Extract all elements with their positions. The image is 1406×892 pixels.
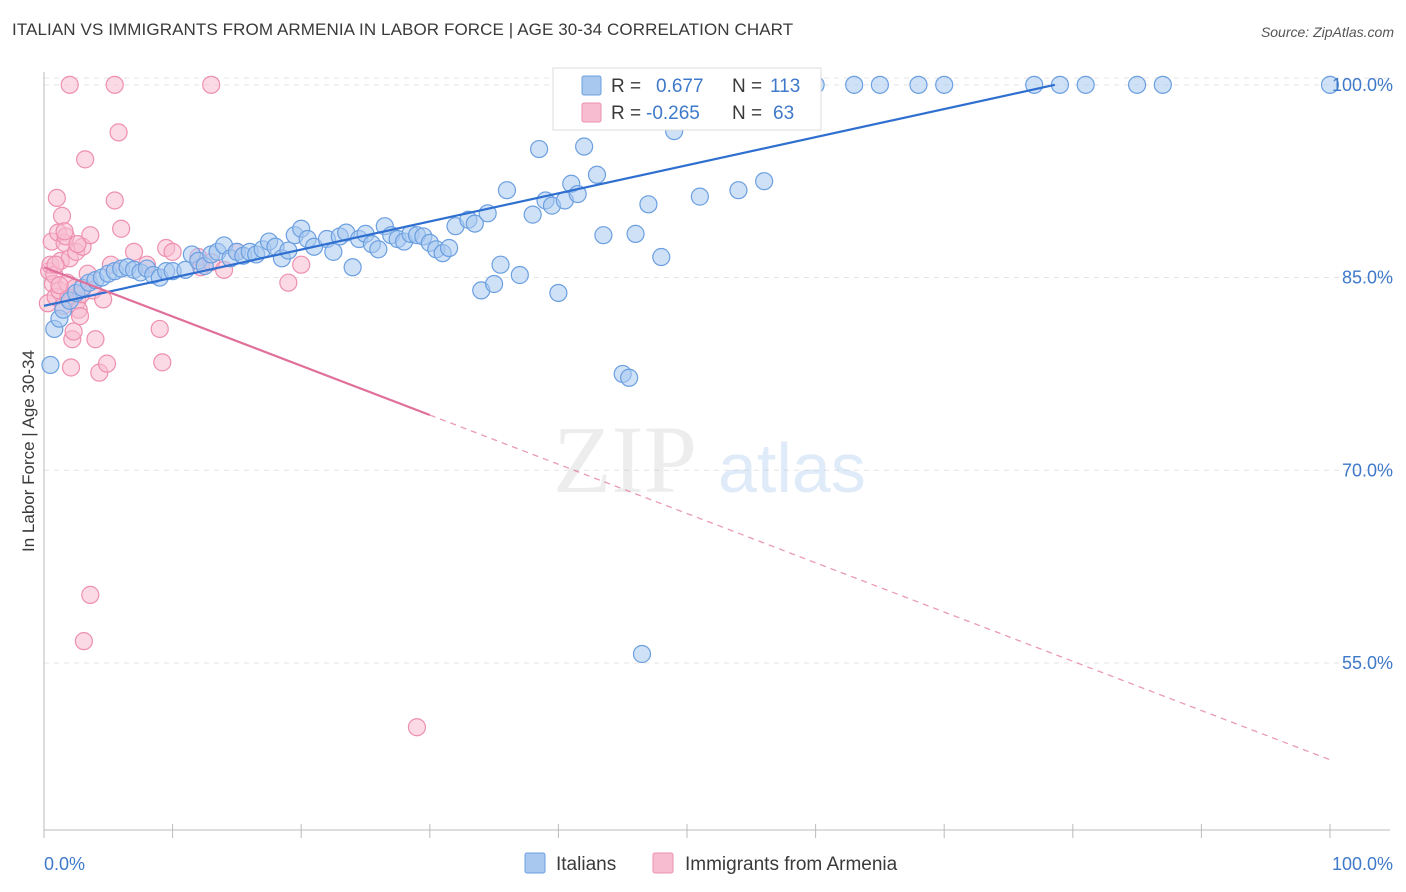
point-italians [465, 214, 484, 233]
point-italians [497, 181, 517, 200]
point-italians [909, 75, 928, 94]
watermark-zip: ZIP [553, 406, 697, 513]
trend-line-armenia-extrapolated [429, 414, 1331, 761]
point-armenia [50, 276, 69, 295]
point-italians [639, 195, 658, 214]
point-italians [845, 75, 864, 94]
point-italians [491, 255, 510, 274]
point-italians [652, 247, 671, 267]
x-tick-label-min: 0.0% [44, 854, 85, 874]
legend-r-label-1: R = [611, 76, 641, 97]
point-armenia [52, 206, 72, 225]
point-italians [523, 205, 542, 224]
legend-n-label-2: N = [732, 103, 762, 124]
point-armenia [60, 75, 79, 94]
point-armenia [153, 353, 172, 372]
point-armenia [86, 330, 105, 349]
point-armenia [109, 123, 128, 142]
point-armenia [61, 358, 81, 377]
point-italians [485, 274, 504, 294]
point-italians [1320, 75, 1340, 94]
legend-n-value-2: 63 [773, 103, 794, 124]
bottom-legend: Italians Immigrants from Armenia [524, 852, 898, 875]
point-italians [690, 187, 709, 206]
legend-n-value-1: 113 [770, 76, 800, 97]
point-armenia [70, 307, 90, 326]
point-armenia [407, 718, 427, 737]
label-layer: 100.0% 85.0% 70.0% 55.0% 0.0% 100.0% In Labor … [19, 75, 1393, 874]
point-italians [41, 355, 60, 375]
point-italians [1076, 75, 1095, 94]
point-italians [530, 139, 549, 159]
point-armenia [64, 322, 83, 341]
point-armenia [105, 191, 124, 210]
point-armenia [163, 242, 182, 261]
legend-swatch-armenia [581, 102, 602, 123]
top-legend: R = 0.677 N = 113 R = -0.265 N = 63 [552, 67, 822, 131]
point-armenia [81, 585, 100, 604]
trend-line-italians [43, 83, 1056, 307]
point-armenia [74, 632, 93, 651]
bottom-legend-swatch-armenia [652, 852, 674, 874]
point-armenia [150, 319, 169, 339]
point-italians [324, 242, 343, 261]
point-italians [755, 172, 774, 191]
y-tick-label: 85.0% [1342, 268, 1393, 288]
point-italians [549, 283, 568, 303]
point-italians [594, 226, 613, 245]
point-armenia [112, 219, 131, 238]
point-armenia [81, 226, 100, 245]
point-armenia [292, 255, 311, 274]
bottom-legend-swatch-italians [524, 852, 546, 874]
point-italians [1153, 75, 1172, 94]
watermark: ZIP atlas [553, 406, 866, 513]
point-armenia [68, 235, 87, 254]
point-italians [1127, 75, 1147, 94]
point-italians [343, 258, 362, 277]
y-tick-label: 70.0% [1342, 460, 1393, 480]
point-armenia [124, 242, 144, 261]
legend-swatch-italians [581, 75, 602, 96]
chart-title: ITALIAN VS IMMIGRANTS FROM ARMENIA IN LA… [12, 20, 794, 39]
point-armenia [97, 354, 117, 373]
point-italians [620, 368, 639, 387]
axis-layer [43, 72, 1390, 838]
y-axis-title: In Labor Force | Age 30-34 [19, 350, 38, 552]
point-italians [729, 181, 748, 200]
trend-line-armenia [43, 266, 431, 417]
y-tick-label: 55.0% [1342, 653, 1393, 673]
point-italians [870, 75, 890, 94]
point-italians [369, 240, 388, 259]
point-italians [632, 644, 652, 664]
legend-r-value-2: -0.265 [646, 103, 700, 124]
point-italians [510, 265, 529, 285]
legend-r-label-2: R = [611, 103, 641, 124]
point-italians [935, 75, 954, 94]
trend-layer [43, 83, 1331, 761]
legend-r-value-1: 0.677 [656, 76, 704, 97]
bottom-legend-italians: Italians [556, 854, 616, 875]
point-armenia [105, 75, 124, 94]
point-armenia [279, 273, 298, 292]
point-italians [626, 224, 645, 243]
point-armenia [202, 75, 221, 94]
point-italians [587, 165, 607, 184]
source-label: Source: ZipAtlas.com [1260, 24, 1394, 40]
x-tick-label-max: 100.0% [1332, 854, 1393, 874]
watermark-atlas: atlas [718, 429, 866, 507]
point-armenia [76, 150, 95, 169]
grid-layer [44, 77, 1390, 664]
point-armenia [55, 222, 74, 241]
points-layer [38, 75, 1340, 737]
y-tick-label: 100.0% [1332, 75, 1393, 95]
bottom-legend-armenia: Immigrants from Armenia [685, 854, 898, 875]
point-armenia [47, 188, 66, 208]
point-italians [575, 137, 594, 156]
legend-n-label-1: N = [732, 76, 762, 97]
point-italians [439, 238, 459, 258]
